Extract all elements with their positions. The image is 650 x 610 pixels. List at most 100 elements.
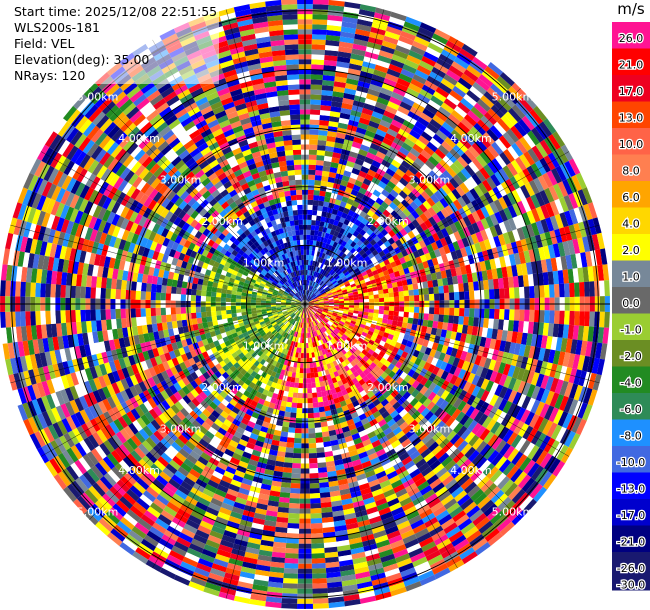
velocity-gate — [312, 603, 329, 609]
velocity-gate — [396, 77, 411, 88]
velocity-gate — [308, 179, 315, 185]
velocity-gate — [388, 229, 396, 238]
velocity-gate — [310, 367, 314, 373]
velocity-gate — [310, 255, 314, 261]
velocity-gate — [393, 155, 404, 165]
velocity-gate — [374, 305, 380, 310]
velocity-gate — [373, 106, 386, 115]
velocity-gate — [354, 158, 365, 166]
velocity-gate — [341, 102, 353, 110]
velocity-gate — [294, 382, 299, 388]
velocity-gate — [403, 21, 420, 32]
velocity-gate — [316, 272, 320, 278]
velocity-gate — [418, 135, 430, 146]
velocity-gate — [313, 195, 320, 201]
velocity-gate — [311, 387, 317, 393]
velocity-gate — [423, 51, 439, 63]
velocity-gate — [308, 154, 317, 160]
velocity-gate — [383, 172, 393, 181]
velocity-gate — [376, 239, 384, 247]
velocity-gate — [402, 186, 412, 196]
velocity-gate — [347, 259, 354, 266]
velocity-gate — [444, 136, 457, 149]
velocity-gate — [347, 245, 354, 252]
velocity-gate — [309, 139, 318, 145]
velocity-gate — [334, 142, 344, 149]
velocity-gate — [360, 165, 370, 174]
velocity-gate — [310, 260, 313, 266]
velocity-gate — [409, 147, 421, 158]
velocity-gate — [322, 80, 335, 87]
velocity-gate — [473, 102, 488, 116]
velocity-gate — [300, 353, 304, 359]
velocity-gate — [355, 252, 362, 259]
velocity-gate — [352, 200, 360, 208]
velocity-gate — [509, 309, 515, 321]
velocity-gate — [341, 196, 349, 203]
velocity-gate — [435, 176, 446, 188]
velocity-gate — [381, 189, 390, 198]
velocity-gate — [421, 163, 433, 174]
velocity-gate — [378, 50, 394, 60]
velocity-gate — [335, 226, 342, 233]
velocity-gate — [395, 110, 408, 120]
velocity-gate — [378, 193, 387, 202]
velocity-gate — [396, 150, 407, 161]
velocity-gate — [599, 280, 605, 297]
velocity-gate — [361, 218, 369, 226]
velocity-gate — [417, 153, 429, 164]
velocity-gate — [310, 508, 322, 514]
velocity-gate — [338, 46, 353, 54]
velocity-gate — [320, 105, 332, 111]
velocity-gate — [307, 403, 314, 409]
velocity-gate — [360, 112, 372, 121]
velocity-gate — [322, 270, 328, 276]
velocity-gate — [365, 173, 374, 182]
velocity-gate — [353, 243, 360, 251]
velocity-gate — [333, 81, 346, 88]
velocity-gate — [358, 9, 375, 18]
velocity-gate — [328, 0, 345, 7]
velocity-gate — [279, 492, 291, 498]
velocity-gate — [349, 227, 356, 235]
velocity-gate — [312, 402, 319, 408]
velocity-gate — [331, 101, 343, 108]
velocity-gate — [314, 277, 318, 283]
velocity-gate — [414, 36, 430, 47]
velocity-gate — [282, 421, 290, 428]
velocity-gate — [496, 75, 512, 90]
velocity-gate — [308, 448, 317, 454]
velocity-gate — [589, 281, 595, 297]
velocity-gate — [405, 182, 415, 192]
velocity-gate — [285, 406, 292, 413]
velocity-gate — [388, 163, 399, 173]
velocity-gate — [401, 96, 415, 107]
velocity-gate — [343, 218, 350, 226]
velocity-gate — [329, 229, 336, 236]
velocity-gate — [392, 198, 401, 207]
velocity-gate — [366, 93, 379, 102]
velocity-gate — [335, 132, 346, 140]
velocity-gate — [442, 170, 453, 181]
velocity-gate — [424, 294, 430, 301]
velocity-gate — [311, 34, 327, 40]
velocity-gate — [306, 363, 310, 369]
velocity-gate — [454, 307, 460, 317]
velocity-gate — [408, 50, 424, 61]
velocity-gate — [392, 286, 399, 293]
velocity-gate — [312, 281, 316, 287]
velocity-gate — [564, 283, 570, 298]
velocity-gate — [315, 283, 319, 289]
velocity-gate — [470, 106, 484, 120]
velocity-gate — [371, 213, 380, 221]
velocity-gate — [373, 309, 379, 314]
velocity-gate — [403, 92, 417, 103]
velocity-gate — [323, 278, 329, 283]
velocity-gate — [340, 107, 352, 115]
velocity-gate — [292, 463, 301, 469]
velocity-gate — [439, 293, 445, 301]
velocity-gate — [338, 245, 345, 252]
velocity-gate — [468, 145, 480, 158]
velocity-gate — [406, 54, 422, 65]
velocity-gate — [382, 137, 394, 147]
